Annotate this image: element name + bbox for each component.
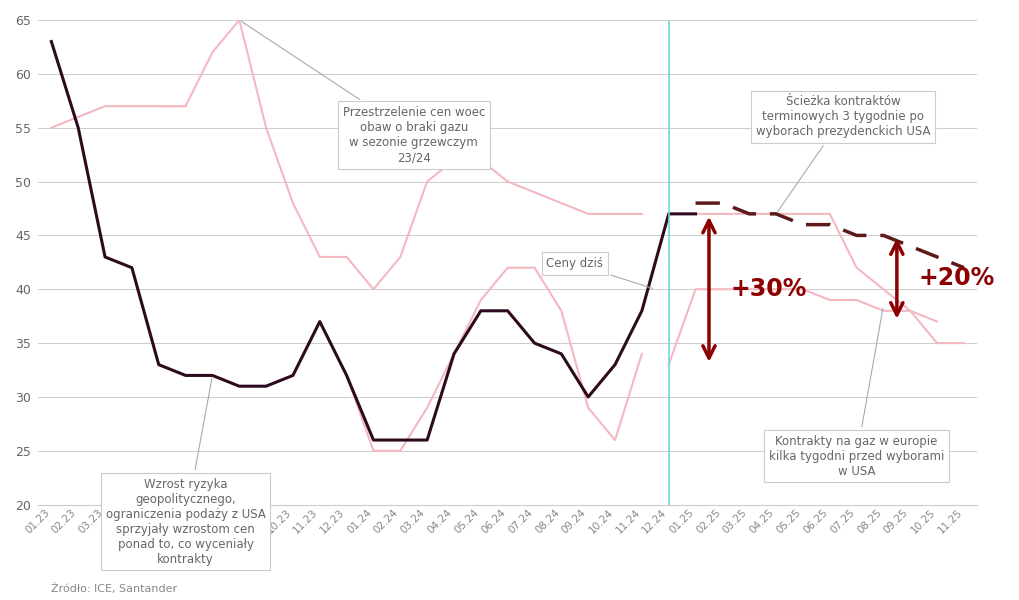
Text: Źródło: ICE, Santander: Źródło: ICE, Santander [51, 583, 177, 594]
Text: Przestrzelenie cen woec
obaw o braki gazu
w sezonie grzewczym
23/24: Przestrzelenie cen woec obaw o braki gaz… [242, 22, 485, 164]
Text: Wzrost ryzyka
geopolitycznego,
ograniczenia podaży z USA
sprzyjały wzrostom cen
: Wzrost ryzyka geopolitycznego, ogranicze… [106, 378, 266, 566]
Text: Ceny dziś: Ceny dziś [546, 257, 652, 289]
Text: Ścieżka kontraktów
terminowych 3 tygodnie po
wyborach prezydenckich USA: Ścieżka kontraktów terminowych 3 tygodni… [756, 95, 930, 212]
Text: Kontrakty na gaz w europie
kilka tygodni przed wyborami
w USA: Kontrakty na gaz w europie kilka tygodni… [769, 308, 945, 478]
Text: +30%: +30% [731, 277, 807, 301]
Text: +20%: +20% [918, 266, 995, 290]
